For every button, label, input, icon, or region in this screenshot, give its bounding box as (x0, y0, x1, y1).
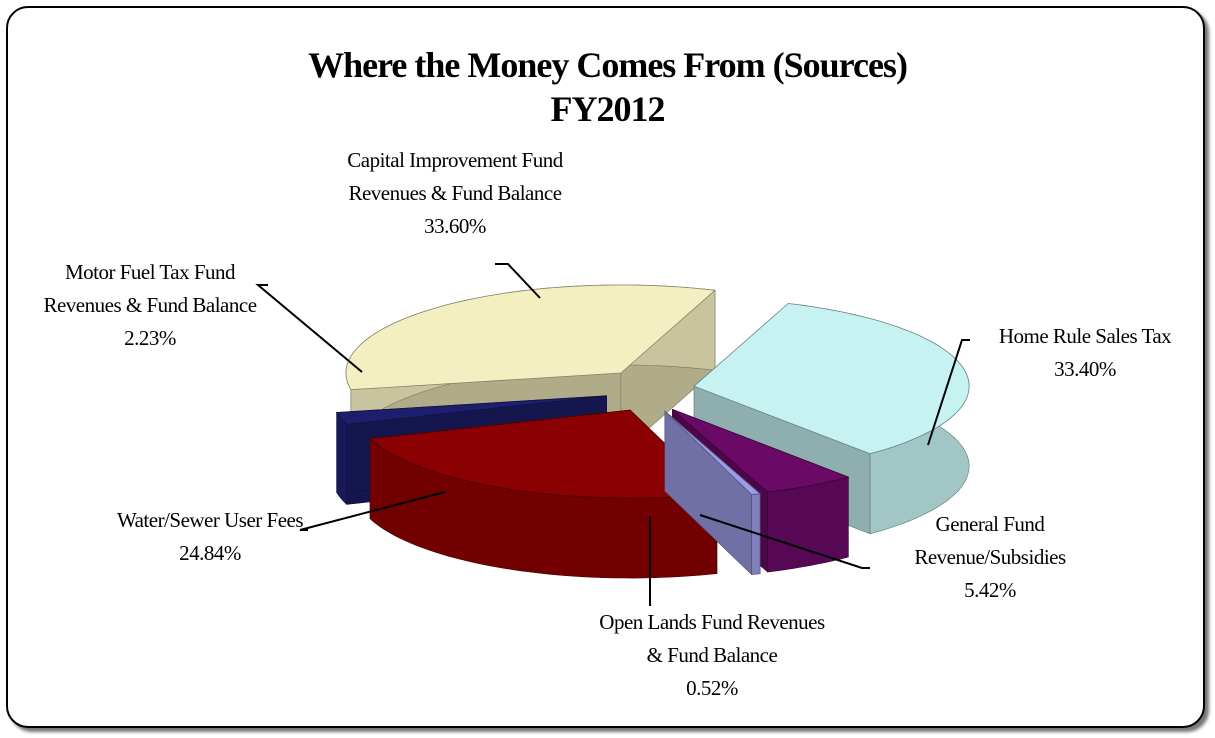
value-label: 2.23% (124, 326, 176, 350)
slice-wall (767, 476, 849, 573)
slice (693, 303, 970, 455)
category-label: Capital Improvement Fund Revenues & Fund… (347, 148, 563, 205)
leader-line (255, 284, 363, 373)
value-label: 33.40% (1054, 357, 1116, 381)
slice-label: Motor Fuel Tax Fund Revenues & Fund Bala… (25, 256, 275, 355)
value-label: 5.42% (964, 578, 1016, 602)
category-label: Water/Sewer User Fees (116, 508, 304, 532)
category-label: General Fund Revenue/Subsidies (914, 512, 1066, 569)
slice-label: Capital Improvement Fund Revenues & Fund… (315, 144, 595, 243)
value-label: 0.52% (686, 676, 738, 700)
slice-label: General Fund Revenue/Subsidies 5.42% (865, 508, 1115, 607)
chart-title: Where the Money Comes From (Sources) (308, 45, 908, 85)
category-label: Home Rule Sales Tax (998, 324, 1172, 348)
slice (335, 395, 607, 425)
value-label: 24.84% (179, 541, 241, 565)
slice (369, 409, 718, 499)
value-label: 33.60% (424, 214, 486, 238)
leader-line (495, 263, 541, 299)
slice-label: Open Lands Fund Revenues & Fund Balance 0… (592, 606, 832, 705)
leader-line (927, 339, 970, 446)
category-label: Open Lands Fund Revenues & Fund Balance (599, 610, 825, 667)
slice (672, 409, 850, 493)
slice-label: Water/Sewer User Fees 24.84% (80, 504, 340, 570)
chart-subtitle: FY2012 (550, 89, 666, 129)
slice (664, 410, 762, 496)
category-label: Motor Fuel Tax Fund Revenues & Fund Bala… (43, 260, 257, 317)
leader-line (699, 514, 870, 569)
leader-line (299, 491, 446, 531)
slice-label: Home Rule Sales Tax 33.40% (965, 320, 1205, 386)
slice-wall (336, 411, 347, 506)
